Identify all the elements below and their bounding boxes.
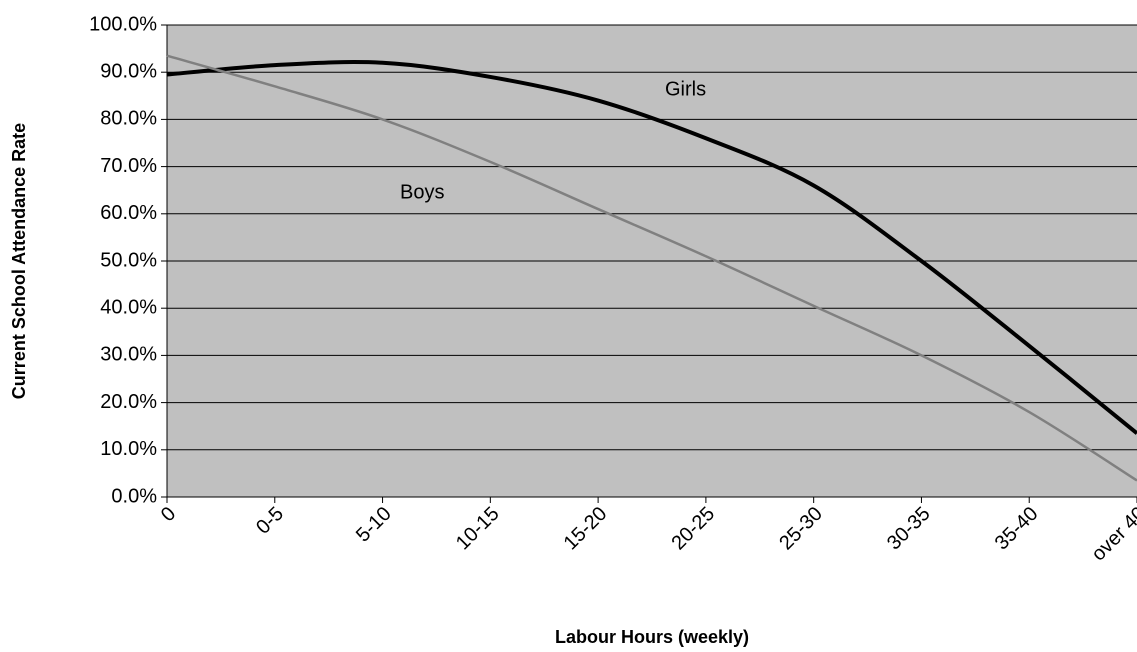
y-tick-label: 40.0% [100,296,157,318]
x-axis-title: Labour Hours (weekly) [555,627,749,647]
y-tick-label: 50.0% [100,249,157,271]
y-tick-label: 20.0% [100,391,157,413]
series-label: Girls [665,78,706,100]
y-tick-label: 60.0% [100,202,157,224]
series-line [166,54,1137,482]
x-tick-label: 25-30 [775,503,827,555]
y-tick-label: 100.0% [89,13,157,35]
y-tick-label: 80.0% [100,108,157,130]
x-tick-label: 10-15 [452,503,504,555]
series-line [166,60,1137,435]
x-tick-label: 20-25 [667,503,719,555]
y-tick-label: 70.0% [100,155,157,177]
y-tick-label: 30.0% [100,344,157,366]
x-tick-label: over 40 [1088,503,1137,566]
x-tick-label: 5-10 [352,503,396,547]
x-tick-label: 15-20 [560,503,612,555]
y-tick-label: 0.0% [111,485,157,507]
x-tick-label: 35-40 [991,503,1043,555]
y-axis-title: Current School Attendance Rate [9,123,29,399]
x-tick-label: 0 [157,503,180,526]
y-tick-label: 90.0% [100,60,157,82]
y-tick-label: 10.0% [100,438,157,460]
series-label: Boys [400,181,444,203]
x-tick-label: 0-5 [252,503,288,539]
x-tick-label: 30-35 [883,503,935,555]
